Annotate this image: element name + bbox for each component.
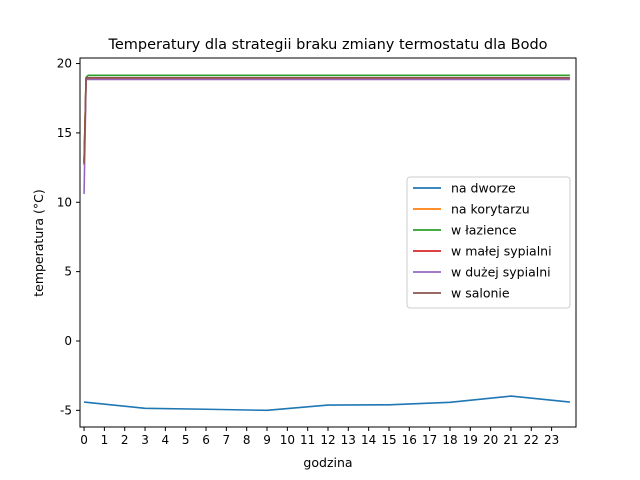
legend-label-2: w łazience [451, 223, 517, 238]
series-line-0 [83, 395, 570, 412]
x-tick-label: 0 [80, 433, 88, 447]
y-tick-label: 20 [57, 57, 72, 71]
x-tick-label: 11 [300, 433, 315, 447]
x-axis: 0 1 2 3 4 5 6 7 8 9 10 11 12 13 14 15 16 17 18 19 20 21 22 23 [80, 427, 559, 447]
x-tick-label: 6 [202, 433, 210, 447]
legend-frame [406, 176, 571, 309]
y-tick-label: 10 [57, 195, 72, 209]
legend-label-3: w małej sypialni [451, 244, 552, 259]
x-tick-label: 2 [121, 433, 129, 447]
y-tick-label: 5 [64, 265, 72, 279]
x-tick-label: 9 [263, 433, 271, 447]
x-tick-label: 10 [280, 433, 295, 447]
x-tick-label: 18 [442, 433, 457, 447]
x-tick-label: 20 [483, 433, 498, 447]
x-tick-label: 8 [243, 433, 251, 447]
y-axis: 20 15 10 5 0 -5 [57, 57, 80, 417]
series-line-2 [83, 74, 570, 163]
series-layer [83, 74, 570, 412]
chart-title: Temperatury dla strategii braku zmiany t… [107, 37, 547, 53]
y-tick-label: 15 [57, 126, 72, 140]
x-tick-label: 4 [162, 433, 170, 447]
legend-label-5: w salonie [451, 286, 510, 301]
x-tick-label: 5 [182, 433, 190, 447]
legend-label-0: na dworze [451, 181, 516, 196]
x-tick-label: 14 [361, 433, 376, 447]
x-tick-label: 19 [463, 433, 478, 447]
legend-label-1: na korytarzu [451, 202, 530, 217]
x-tick-label: 7 [223, 433, 231, 447]
series-line-1 [83, 77, 570, 163]
x-tick-label: 17 [422, 433, 437, 447]
x-tick-label: 1 [101, 433, 109, 447]
legend-label-4: w dużej sypialni [451, 265, 551, 280]
x-tick-label: 16 [402, 433, 417, 447]
x-tick-label: 13 [341, 433, 356, 447]
series-line-3 [83, 77, 570, 165]
x-tick-label: 12 [320, 433, 335, 447]
y-tick-label: 0 [64, 334, 72, 348]
x-tick-label: 23 [544, 433, 559, 447]
x-tick-label: 15 [381, 433, 396, 447]
series-line-5 [83, 76, 570, 164]
x-axis-label: godzina [303, 455, 352, 470]
x-tick-label: 21 [503, 433, 518, 447]
y-tick-label: -5 [60, 403, 72, 417]
y-axis-label: temperatura (°C) [31, 189, 46, 297]
x-tick-label: 3 [141, 433, 149, 447]
x-tick-label: 22 [524, 433, 539, 447]
legend: na dworze na korytarzu w łazience w małej s… [406, 176, 571, 309]
